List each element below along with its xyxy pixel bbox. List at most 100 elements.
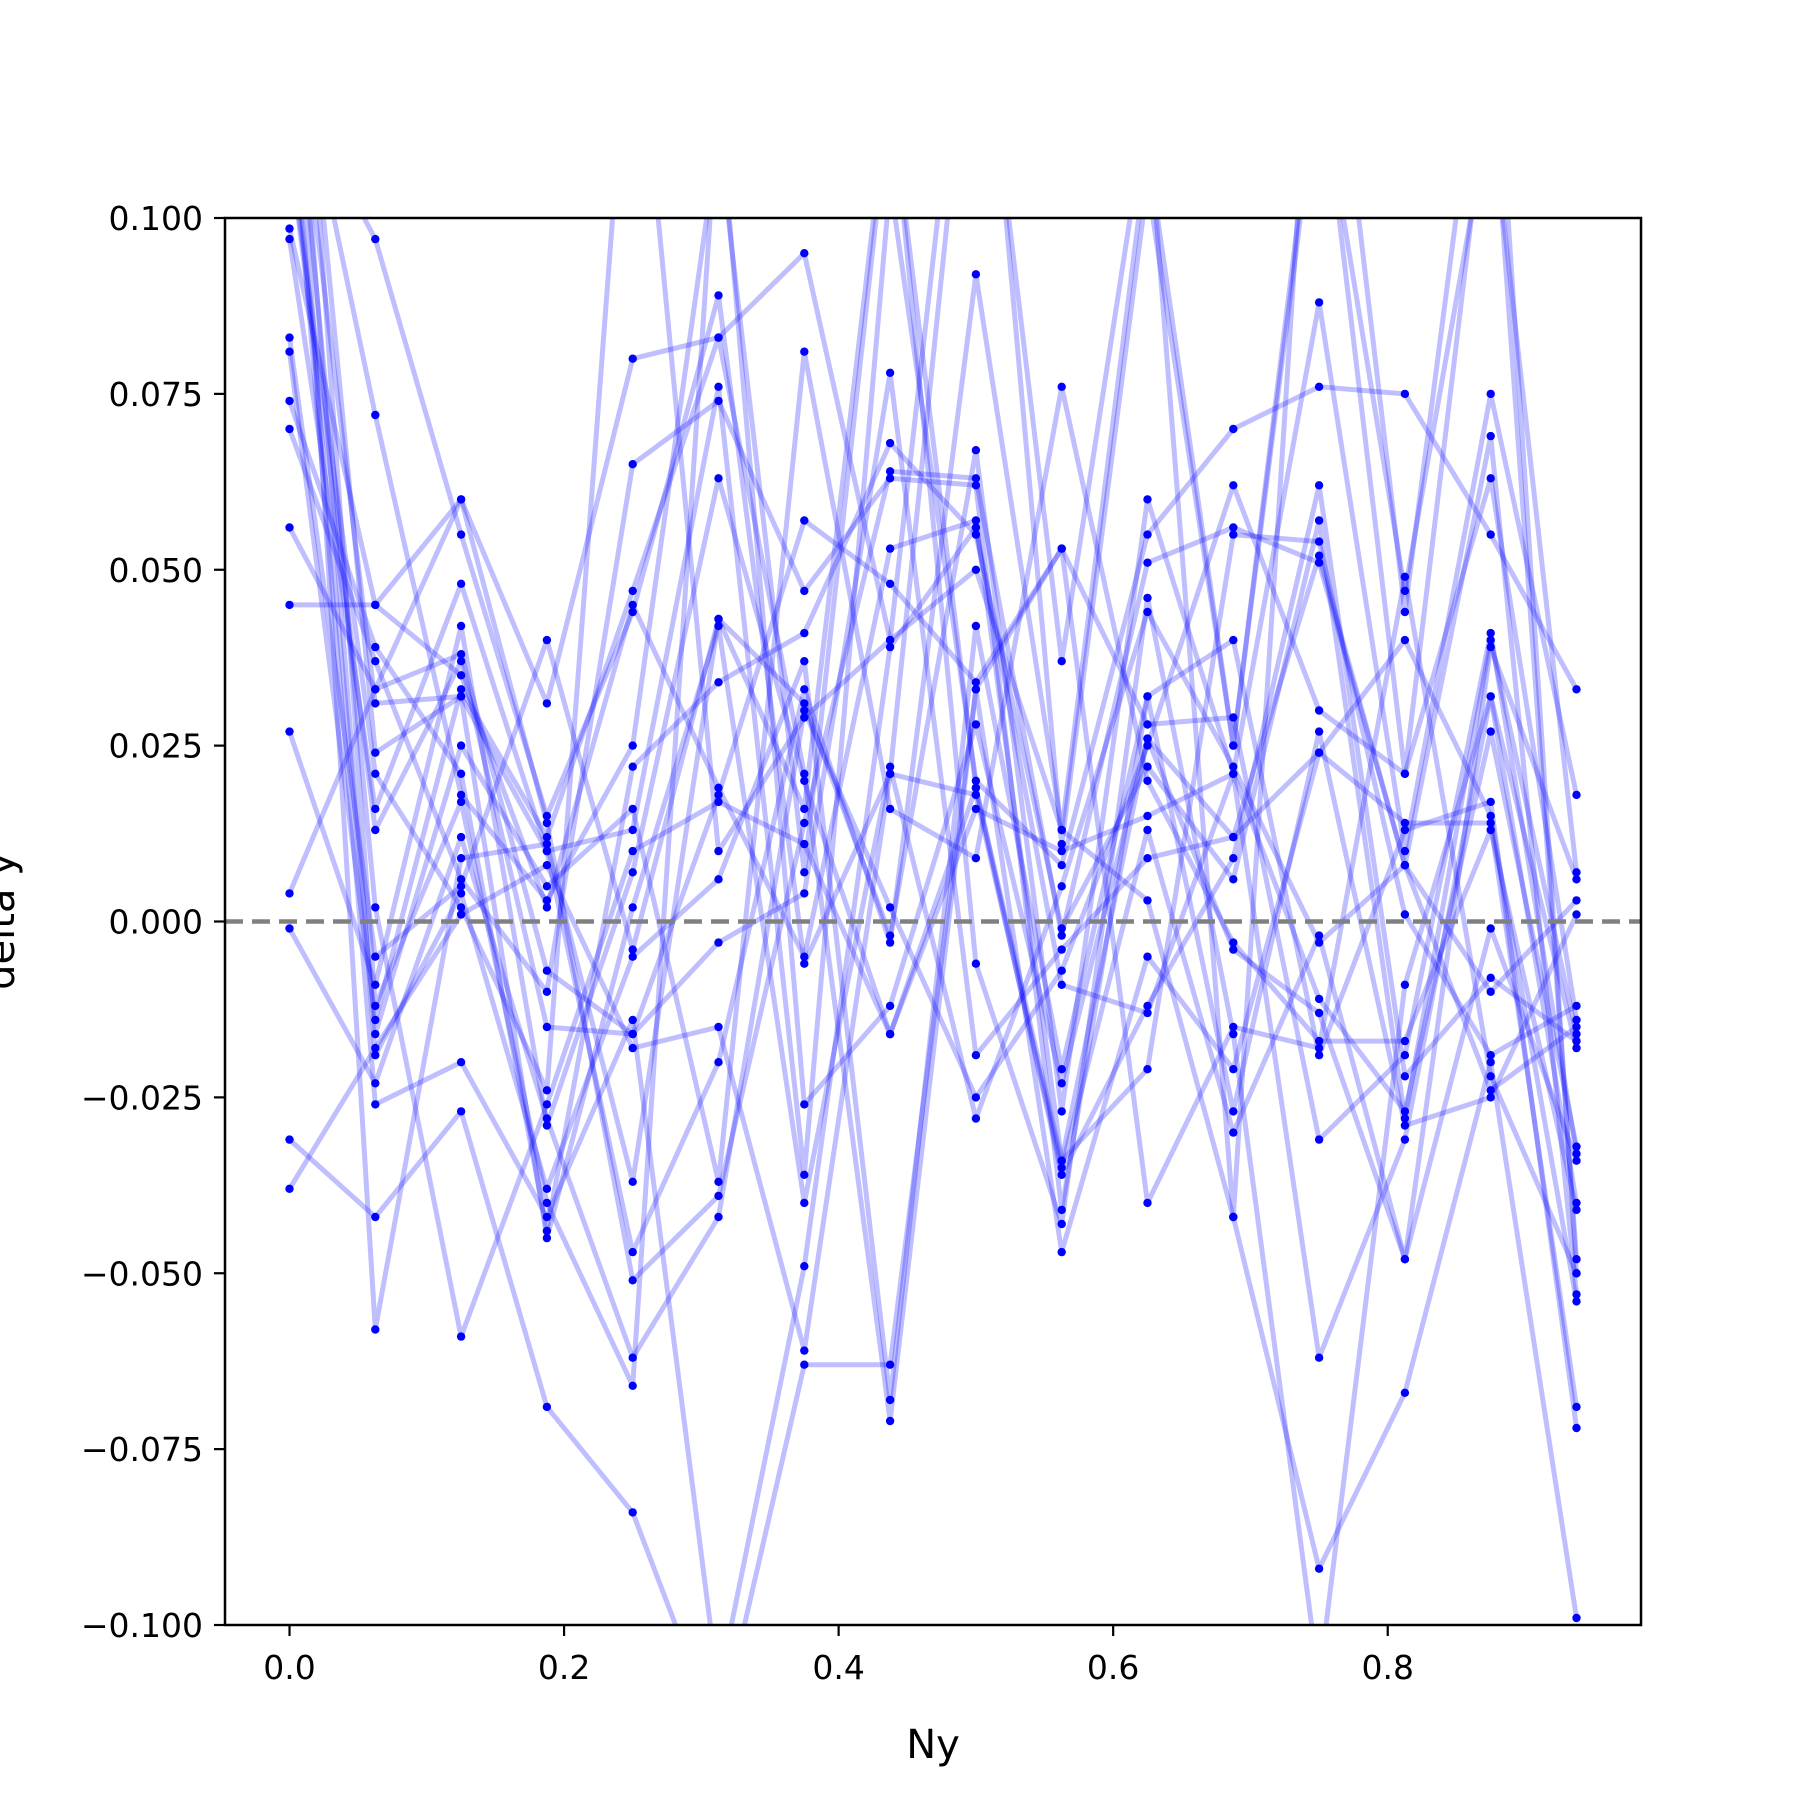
data-point — [971, 530, 981, 539]
data-point — [885, 1395, 895, 1405]
x-tick-label: 0.6 — [1087, 1648, 1139, 1687]
data-point — [628, 1508, 637, 1517]
data-point — [885, 467, 895, 476]
x-axis-label: Ny — [906, 1722, 960, 1768]
series-4 — [285, 333, 1581, 1426]
data-point — [628, 1276, 637, 1285]
data-point — [1400, 980, 1410, 989]
data-point — [1400, 818, 1410, 828]
data-point — [800, 628, 809, 638]
data-point — [1572, 1402, 1581, 1412]
data-point — [800, 713, 809, 722]
y-axis: 0.100 0.075 0.050 0.025 0.000 −0.025 −0.050 −0.… — [81, 199, 225, 1645]
data-point — [456, 650, 466, 659]
data-point — [800, 818, 809, 828]
data-point — [1486, 635, 1495, 645]
data-point — [1572, 1036, 1581, 1046]
data-point — [1400, 1255, 1410, 1264]
data-point — [1229, 1022, 1238, 1032]
data-point — [885, 1001, 895, 1011]
data-point — [1143, 495, 1152, 504]
data-point — [1229, 854, 1238, 863]
data-point — [800, 959, 809, 968]
series-18 — [299, 218, 1581, 1215]
data-point — [714, 396, 723, 406]
data-point — [714, 1191, 723, 1201]
data-point — [1143, 607, 1152, 617]
data-point — [628, 1247, 637, 1257]
data-point — [1057, 980, 1066, 989]
data-point — [1314, 558, 1324, 567]
data-point — [1572, 1142, 1581, 1151]
data-point — [371, 600, 380, 610]
data-point — [885, 762, 895, 771]
series-line — [287, 218, 1579, 1178]
data-point — [1486, 642, 1495, 652]
data-point — [1572, 790, 1581, 800]
data-point — [800, 868, 809, 877]
data-point — [800, 1262, 809, 1271]
data-point — [285, 1184, 294, 1194]
series-layer — [285, 218, 1581, 1625]
data-point — [1486, 973, 1495, 982]
series-line — [287, 475, 1579, 1361]
data-point — [1057, 1156, 1066, 1165]
series-22 — [331, 218, 1581, 1165]
series-line — [287, 335, 1579, 1424]
data-point — [1486, 818, 1495, 828]
data-point — [628, 600, 637, 610]
data-point — [800, 249, 809, 258]
series-19 — [295, 218, 1581, 1306]
data-point — [1400, 1121, 1410, 1130]
data-point — [456, 854, 466, 863]
data-point — [1229, 523, 1238, 532]
data-point — [885, 368, 895, 377]
data-point — [800, 657, 809, 666]
data-point — [1143, 825, 1152, 835]
data-point — [628, 1015, 637, 1025]
data-point — [1572, 1290, 1581, 1299]
data-point — [371, 1043, 380, 1053]
data-point — [800, 685, 809, 694]
data-point — [1486, 530, 1495, 539]
data-point — [285, 727, 294, 736]
data-point — [1572, 1297, 1581, 1306]
data-point — [542, 635, 552, 645]
data-point — [542, 1198, 552, 1208]
data-point — [1314, 706, 1324, 715]
data-point — [714, 382, 723, 391]
series-line — [304, 218, 1579, 1625]
data-point — [456, 621, 466, 631]
data-point — [885, 438, 895, 448]
data-point — [714, 1212, 723, 1222]
series-6 — [285, 396, 1581, 1433]
data-point — [456, 790, 466, 800]
data-point — [456, 1107, 466, 1116]
series-line — [308, 218, 1579, 1403]
data-point — [1572, 1205, 1581, 1215]
data-point — [714, 621, 723, 631]
x-tick-label: 0.8 — [1361, 1648, 1413, 1687]
series-14 — [316, 218, 1581, 1391]
series-16 — [308, 218, 1581, 1405]
data-point — [1400, 910, 1410, 919]
data-point — [1143, 762, 1152, 771]
data-point — [971, 685, 981, 694]
series-line — [289, 518, 1578, 1164]
data-point — [714, 1177, 723, 1187]
data-point — [285, 333, 294, 342]
data-point — [1057, 1219, 1066, 1229]
data-point — [1486, 825, 1495, 835]
data-point — [542, 699, 552, 708]
data-point — [885, 1360, 895, 1369]
data-point — [456, 903, 466, 912]
data-point — [971, 790, 981, 800]
data-point — [456, 671, 466, 680]
y-tick-label: −0.075 — [81, 1430, 203, 1469]
data-point — [285, 347, 294, 356]
data-point — [1143, 811, 1152, 821]
plot-area — [225, 218, 1641, 1625]
series-2 — [285, 218, 1581, 1180]
data-point — [885, 1029, 895, 1039]
data-point — [542, 832, 552, 842]
